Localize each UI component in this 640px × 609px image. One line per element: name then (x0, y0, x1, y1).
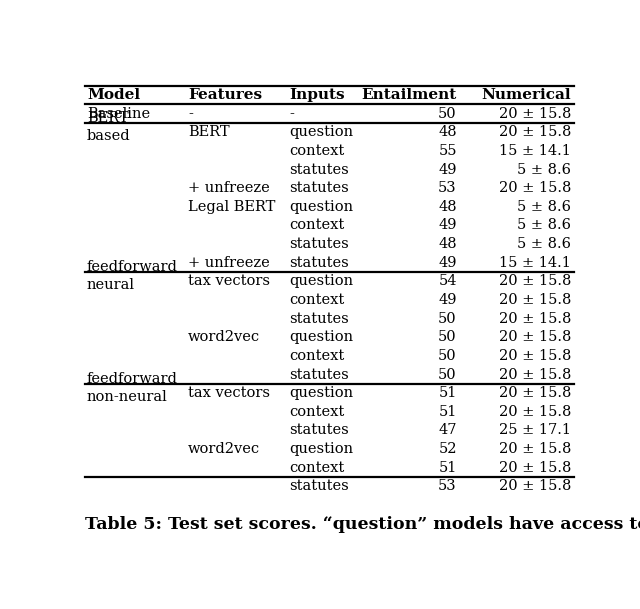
Text: 51: 51 (438, 405, 457, 419)
Text: 51: 51 (438, 386, 457, 400)
Text: 25 ± 17.1: 25 ± 17.1 (499, 423, 571, 437)
Text: context: context (289, 293, 344, 307)
Text: context: context (289, 219, 344, 233)
Text: 49: 49 (438, 293, 457, 307)
Text: question: question (289, 200, 353, 214)
Text: statutes: statutes (289, 237, 349, 251)
Text: 48: 48 (438, 125, 457, 139)
Text: feedforward
non-neural: feedforward non-neural (87, 372, 178, 404)
Text: Entailment: Entailment (362, 88, 457, 102)
Text: -: - (188, 107, 193, 121)
Text: statutes: statutes (289, 312, 349, 326)
Text: word2vec: word2vec (188, 442, 260, 456)
Text: Features: Features (188, 88, 262, 102)
Text: statutes: statutes (289, 163, 349, 177)
Text: -: - (289, 107, 294, 121)
Text: statutes: statutes (289, 423, 349, 437)
Text: 50: 50 (438, 367, 457, 381)
Text: 52: 52 (438, 442, 457, 456)
Text: 15 ± 14.1: 15 ± 14.1 (499, 144, 571, 158)
Text: Model: Model (87, 88, 140, 102)
Text: 20 ± 15.8: 20 ± 15.8 (499, 275, 571, 289)
Text: context: context (289, 349, 344, 363)
Text: 20 ± 15.8: 20 ± 15.8 (499, 293, 571, 307)
Text: 20 ± 15.8: 20 ± 15.8 (499, 181, 571, 195)
Text: 54: 54 (438, 275, 457, 289)
Text: 20 ± 15.8: 20 ± 15.8 (499, 405, 571, 419)
Text: Numerical: Numerical (481, 88, 571, 102)
Text: context: context (289, 460, 344, 474)
Text: 20 ± 15.8: 20 ± 15.8 (499, 107, 571, 121)
Text: statutes: statutes (289, 256, 349, 270)
Text: 20 ± 15.8: 20 ± 15.8 (499, 442, 571, 456)
Text: Legal BERT: Legal BERT (188, 200, 275, 214)
Text: 51: 51 (438, 460, 457, 474)
Text: tax vectors: tax vectors (188, 275, 270, 289)
Text: 5 ± 8.6: 5 ± 8.6 (517, 237, 571, 251)
Text: 5 ± 8.6: 5 ± 8.6 (517, 163, 571, 177)
Text: 20 ± 15.8: 20 ± 15.8 (499, 125, 571, 139)
Text: context: context (289, 405, 344, 419)
Text: Baseline: Baseline (87, 107, 150, 121)
Text: statutes: statutes (289, 479, 349, 493)
Text: BERT: BERT (188, 125, 230, 139)
Text: 20 ± 15.8: 20 ± 15.8 (499, 386, 571, 400)
Text: 20 ± 15.8: 20 ± 15.8 (499, 349, 571, 363)
Text: 20 ± 15.8: 20 ± 15.8 (499, 367, 571, 381)
Text: feedforward
neural: feedforward neural (87, 261, 178, 292)
Text: 15 ± 14.1: 15 ± 14.1 (499, 256, 571, 270)
Text: 50: 50 (438, 349, 457, 363)
Text: 49: 49 (438, 256, 457, 270)
Text: 47: 47 (438, 423, 457, 437)
Text: 50: 50 (438, 330, 457, 344)
Text: 50: 50 (438, 312, 457, 326)
Text: word2vec: word2vec (188, 330, 260, 344)
Text: 20 ± 15.8: 20 ± 15.8 (499, 460, 571, 474)
Text: Table 5: Test set scores. “question” models have access to the: Table 5: Test set scores. “question” mod… (85, 516, 640, 533)
Text: 20 ± 15.8: 20 ± 15.8 (499, 330, 571, 344)
Text: + unfreeze: + unfreeze (188, 181, 270, 195)
Text: BERT-
based: BERT- based (87, 111, 132, 143)
Text: 55: 55 (438, 144, 457, 158)
Text: 49: 49 (438, 163, 457, 177)
Text: 50: 50 (438, 107, 457, 121)
Text: statutes: statutes (289, 367, 349, 381)
Text: 49: 49 (438, 219, 457, 233)
Text: tax vectors: tax vectors (188, 386, 270, 400)
Text: 48: 48 (438, 237, 457, 251)
Text: Inputs: Inputs (289, 88, 345, 102)
Text: 20 ± 15.8: 20 ± 15.8 (499, 479, 571, 493)
Text: 48: 48 (438, 200, 457, 214)
Text: 53: 53 (438, 181, 457, 195)
Text: 5 ± 8.6: 5 ± 8.6 (517, 200, 571, 214)
Text: 53: 53 (438, 479, 457, 493)
Text: statutes: statutes (289, 181, 349, 195)
Text: question: question (289, 386, 353, 400)
Text: question: question (289, 125, 353, 139)
Text: 5 ± 8.6: 5 ± 8.6 (517, 219, 571, 233)
Text: question: question (289, 330, 353, 344)
Text: context: context (289, 144, 344, 158)
Text: question: question (289, 442, 353, 456)
Text: 20 ± 15.8: 20 ± 15.8 (499, 312, 571, 326)
Text: question: question (289, 275, 353, 289)
Text: + unfreeze: + unfreeze (188, 256, 270, 270)
